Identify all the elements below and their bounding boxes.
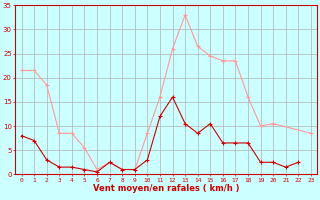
X-axis label: Vent moyen/en rafales ( km/h ): Vent moyen/en rafales ( km/h ) bbox=[93, 184, 239, 193]
